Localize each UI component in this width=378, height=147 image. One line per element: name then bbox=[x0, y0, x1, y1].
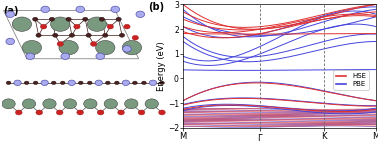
Circle shape bbox=[124, 24, 130, 29]
Circle shape bbox=[22, 99, 36, 109]
Circle shape bbox=[95, 80, 102, 86]
Circle shape bbox=[102, 33, 108, 37]
Circle shape bbox=[51, 17, 70, 31]
Circle shape bbox=[33, 81, 38, 85]
Circle shape bbox=[84, 99, 97, 109]
Circle shape bbox=[97, 110, 104, 115]
Circle shape bbox=[122, 40, 142, 55]
Circle shape bbox=[53, 33, 58, 37]
Circle shape bbox=[136, 11, 145, 17]
Circle shape bbox=[145, 99, 158, 109]
Circle shape bbox=[24, 81, 29, 85]
Circle shape bbox=[22, 40, 42, 55]
Circle shape bbox=[56, 110, 63, 115]
Text: (b): (b) bbox=[148, 2, 164, 12]
Circle shape bbox=[76, 6, 85, 12]
Circle shape bbox=[122, 80, 130, 86]
Circle shape bbox=[115, 81, 119, 85]
Circle shape bbox=[87, 81, 92, 85]
Circle shape bbox=[96, 40, 115, 55]
Circle shape bbox=[15, 110, 22, 115]
Circle shape bbox=[96, 53, 105, 60]
Circle shape bbox=[116, 17, 121, 21]
Circle shape bbox=[105, 81, 110, 85]
Circle shape bbox=[125, 99, 138, 109]
Circle shape bbox=[118, 110, 124, 115]
Circle shape bbox=[63, 99, 77, 109]
Circle shape bbox=[142, 81, 146, 85]
Circle shape bbox=[69, 33, 74, 37]
Circle shape bbox=[61, 53, 70, 60]
Circle shape bbox=[36, 110, 43, 115]
Circle shape bbox=[132, 35, 138, 40]
Circle shape bbox=[160, 81, 164, 85]
Circle shape bbox=[74, 24, 80, 29]
Circle shape bbox=[138, 110, 145, 115]
Circle shape bbox=[86, 33, 91, 37]
Circle shape bbox=[6, 11, 15, 17]
Circle shape bbox=[60, 81, 65, 85]
Circle shape bbox=[36, 33, 41, 37]
Circle shape bbox=[104, 99, 118, 109]
Circle shape bbox=[59, 40, 78, 55]
Circle shape bbox=[41, 6, 50, 12]
Text: (a): (a) bbox=[3, 6, 19, 16]
Circle shape bbox=[41, 80, 48, 86]
Circle shape bbox=[119, 33, 125, 37]
Circle shape bbox=[77, 110, 84, 115]
Circle shape bbox=[2, 99, 15, 109]
Circle shape bbox=[78, 81, 83, 85]
Circle shape bbox=[66, 17, 71, 21]
Circle shape bbox=[57, 42, 64, 46]
Circle shape bbox=[149, 80, 156, 86]
Circle shape bbox=[6, 81, 11, 85]
Circle shape bbox=[90, 42, 97, 46]
Circle shape bbox=[51, 81, 56, 85]
Circle shape bbox=[87, 17, 107, 31]
Circle shape bbox=[43, 99, 56, 109]
Circle shape bbox=[99, 17, 105, 21]
Circle shape bbox=[122, 46, 131, 52]
Circle shape bbox=[107, 24, 113, 29]
Circle shape bbox=[159, 110, 165, 115]
Circle shape bbox=[40, 24, 47, 29]
Circle shape bbox=[133, 81, 137, 85]
Circle shape bbox=[49, 17, 54, 21]
Circle shape bbox=[26, 53, 34, 60]
Circle shape bbox=[14, 80, 21, 86]
Circle shape bbox=[6, 38, 15, 45]
Circle shape bbox=[68, 80, 75, 86]
Circle shape bbox=[111, 6, 119, 12]
Circle shape bbox=[33, 17, 38, 21]
Circle shape bbox=[83, 17, 88, 21]
Y-axis label: Energy (eV): Energy (eV) bbox=[157, 41, 166, 91]
Circle shape bbox=[12, 17, 32, 31]
Legend: HSE, PBE: HSE, PBE bbox=[333, 70, 369, 90]
